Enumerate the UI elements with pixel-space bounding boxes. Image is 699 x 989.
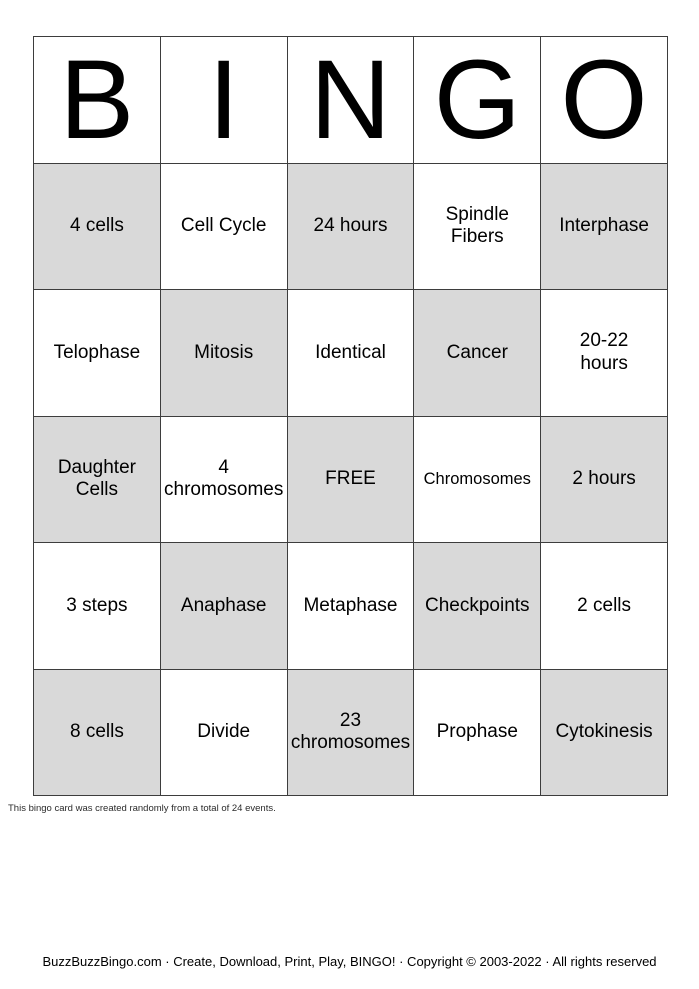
bingo-cell: Prophase [413, 668, 542, 796]
card-row: Daughter Cells 4 chromosomes FREE Chromosom… [33, 415, 668, 543]
bingo-cell: Chromosomes [413, 415, 542, 543]
header-letter-i: I [159, 36, 288, 164]
bingo-cell: 24 hours [286, 162, 415, 290]
bingo-cell: Mitosis [159, 289, 288, 417]
bingo-cell: Cell Cycle [159, 162, 288, 290]
bingo-cell: 4 cells [33, 162, 161, 290]
bingo-cell: Checkpoints [413, 542, 542, 670]
bingo-cell: Metaphase [286, 542, 415, 670]
bingo-cell: Anaphase [159, 542, 288, 670]
bingo-cell: Divide [159, 668, 288, 796]
bingo-cell: Identical [286, 289, 415, 417]
bingo-cell: Interphase [540, 162, 668, 290]
header-letter-g: G [413, 36, 542, 164]
bingo-cell: Cancer [413, 289, 542, 417]
card-row: 8 cells Divide 23 chromosomes Prophase Cytok… [33, 668, 668, 796]
free-cell: FREE [286, 415, 415, 543]
bingo-cell: 2 hours [540, 415, 668, 543]
bingo-cell: Cytokinesis [540, 668, 668, 796]
bingo-cell: 2 cells [540, 542, 668, 670]
bingo-cell: 8 cells [33, 668, 161, 796]
bingo-cell: Daughter Cells [33, 415, 161, 543]
card-generation-note: This bingo card was created randomly fro… [8, 803, 276, 814]
card-row: 3 steps Anaphase Metaphase Checkpoints 2 cel… [33, 542, 668, 670]
footer-credit: BuzzBuzzBingo.com · Create, Download, Pr… [42, 954, 657, 969]
bingo-cell: 3 steps [33, 542, 161, 670]
header-letter-b: B [33, 36, 161, 164]
bingo-cell: 4 chromosomes [159, 415, 288, 543]
card-row: 4 cells Cell Cycle 24 hours Spindle Fibers I… [33, 162, 668, 290]
header-letter-n: N [286, 36, 415, 164]
bingo-cell: 20-22 hours [540, 289, 668, 417]
bingo-cell: Telophase [33, 289, 161, 417]
header-letter-o: O [540, 36, 668, 164]
bingo-cell: 23 chromosomes [286, 668, 415, 796]
card-row: Telophase Mitosis Identical Cancer 20-22 hou… [33, 289, 668, 417]
bingo-cell: Spindle Fibers [413, 162, 542, 290]
